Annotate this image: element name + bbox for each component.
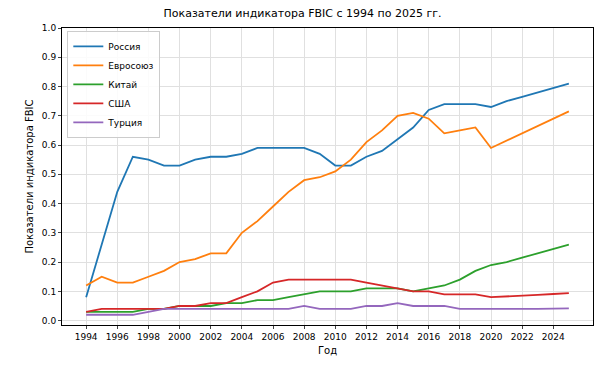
- svg-text:Евросоюз: Евросоюз: [108, 61, 153, 71]
- svg-text:0.2: 0.2: [42, 257, 56, 267]
- svg-text:0.8: 0.8: [42, 82, 57, 92]
- svg-text:Турция: Турция: [107, 118, 142, 128]
- svg-text:Год: Год: [318, 345, 337, 356]
- svg-text:1998: 1998: [137, 332, 160, 342]
- svg-text:0.0: 0.0: [42, 316, 57, 326]
- svg-text:0.4: 0.4: [42, 199, 57, 209]
- svg-text:2020: 2020: [480, 332, 503, 342]
- svg-text:Показатели индикатора FBIC: Показатели индикатора FBIC: [24, 99, 35, 253]
- svg-text:США: США: [108, 99, 131, 109]
- svg-text:2018: 2018: [448, 332, 471, 342]
- svg-text:2012: 2012: [355, 332, 378, 342]
- svg-text:2022: 2022: [511, 332, 534, 342]
- svg-text:0.9: 0.9: [42, 52, 57, 62]
- svg-text:2002: 2002: [199, 332, 222, 342]
- svg-text:2016: 2016: [417, 332, 440, 342]
- svg-text:0.5: 0.5: [42, 169, 56, 179]
- svg-text:0.6: 0.6: [42, 140, 57, 150]
- svg-text:0.3: 0.3: [42, 228, 56, 238]
- svg-text:2006: 2006: [262, 332, 285, 342]
- svg-text:2004: 2004: [230, 332, 253, 342]
- svg-text:2008: 2008: [293, 332, 316, 342]
- svg-text:2010: 2010: [324, 332, 347, 342]
- svg-text:2024: 2024: [542, 332, 565, 342]
- svg-text:Показатели индикатора FBIC с 1: Показатели индикатора FBIC с 1994 по 202…: [164, 7, 442, 20]
- svg-text:Россия: Россия: [108, 42, 140, 52]
- svg-text:2014: 2014: [386, 332, 409, 342]
- svg-text:1994: 1994: [75, 332, 98, 342]
- svg-text:Китай: Китай: [108, 80, 137, 90]
- svg-text:2000: 2000: [168, 332, 191, 342]
- svg-text:0.7: 0.7: [42, 111, 56, 121]
- svg-text:1.0: 1.0: [42, 23, 57, 33]
- svg-text:1996: 1996: [106, 332, 129, 342]
- svg-text:0.1: 0.1: [42, 287, 56, 297]
